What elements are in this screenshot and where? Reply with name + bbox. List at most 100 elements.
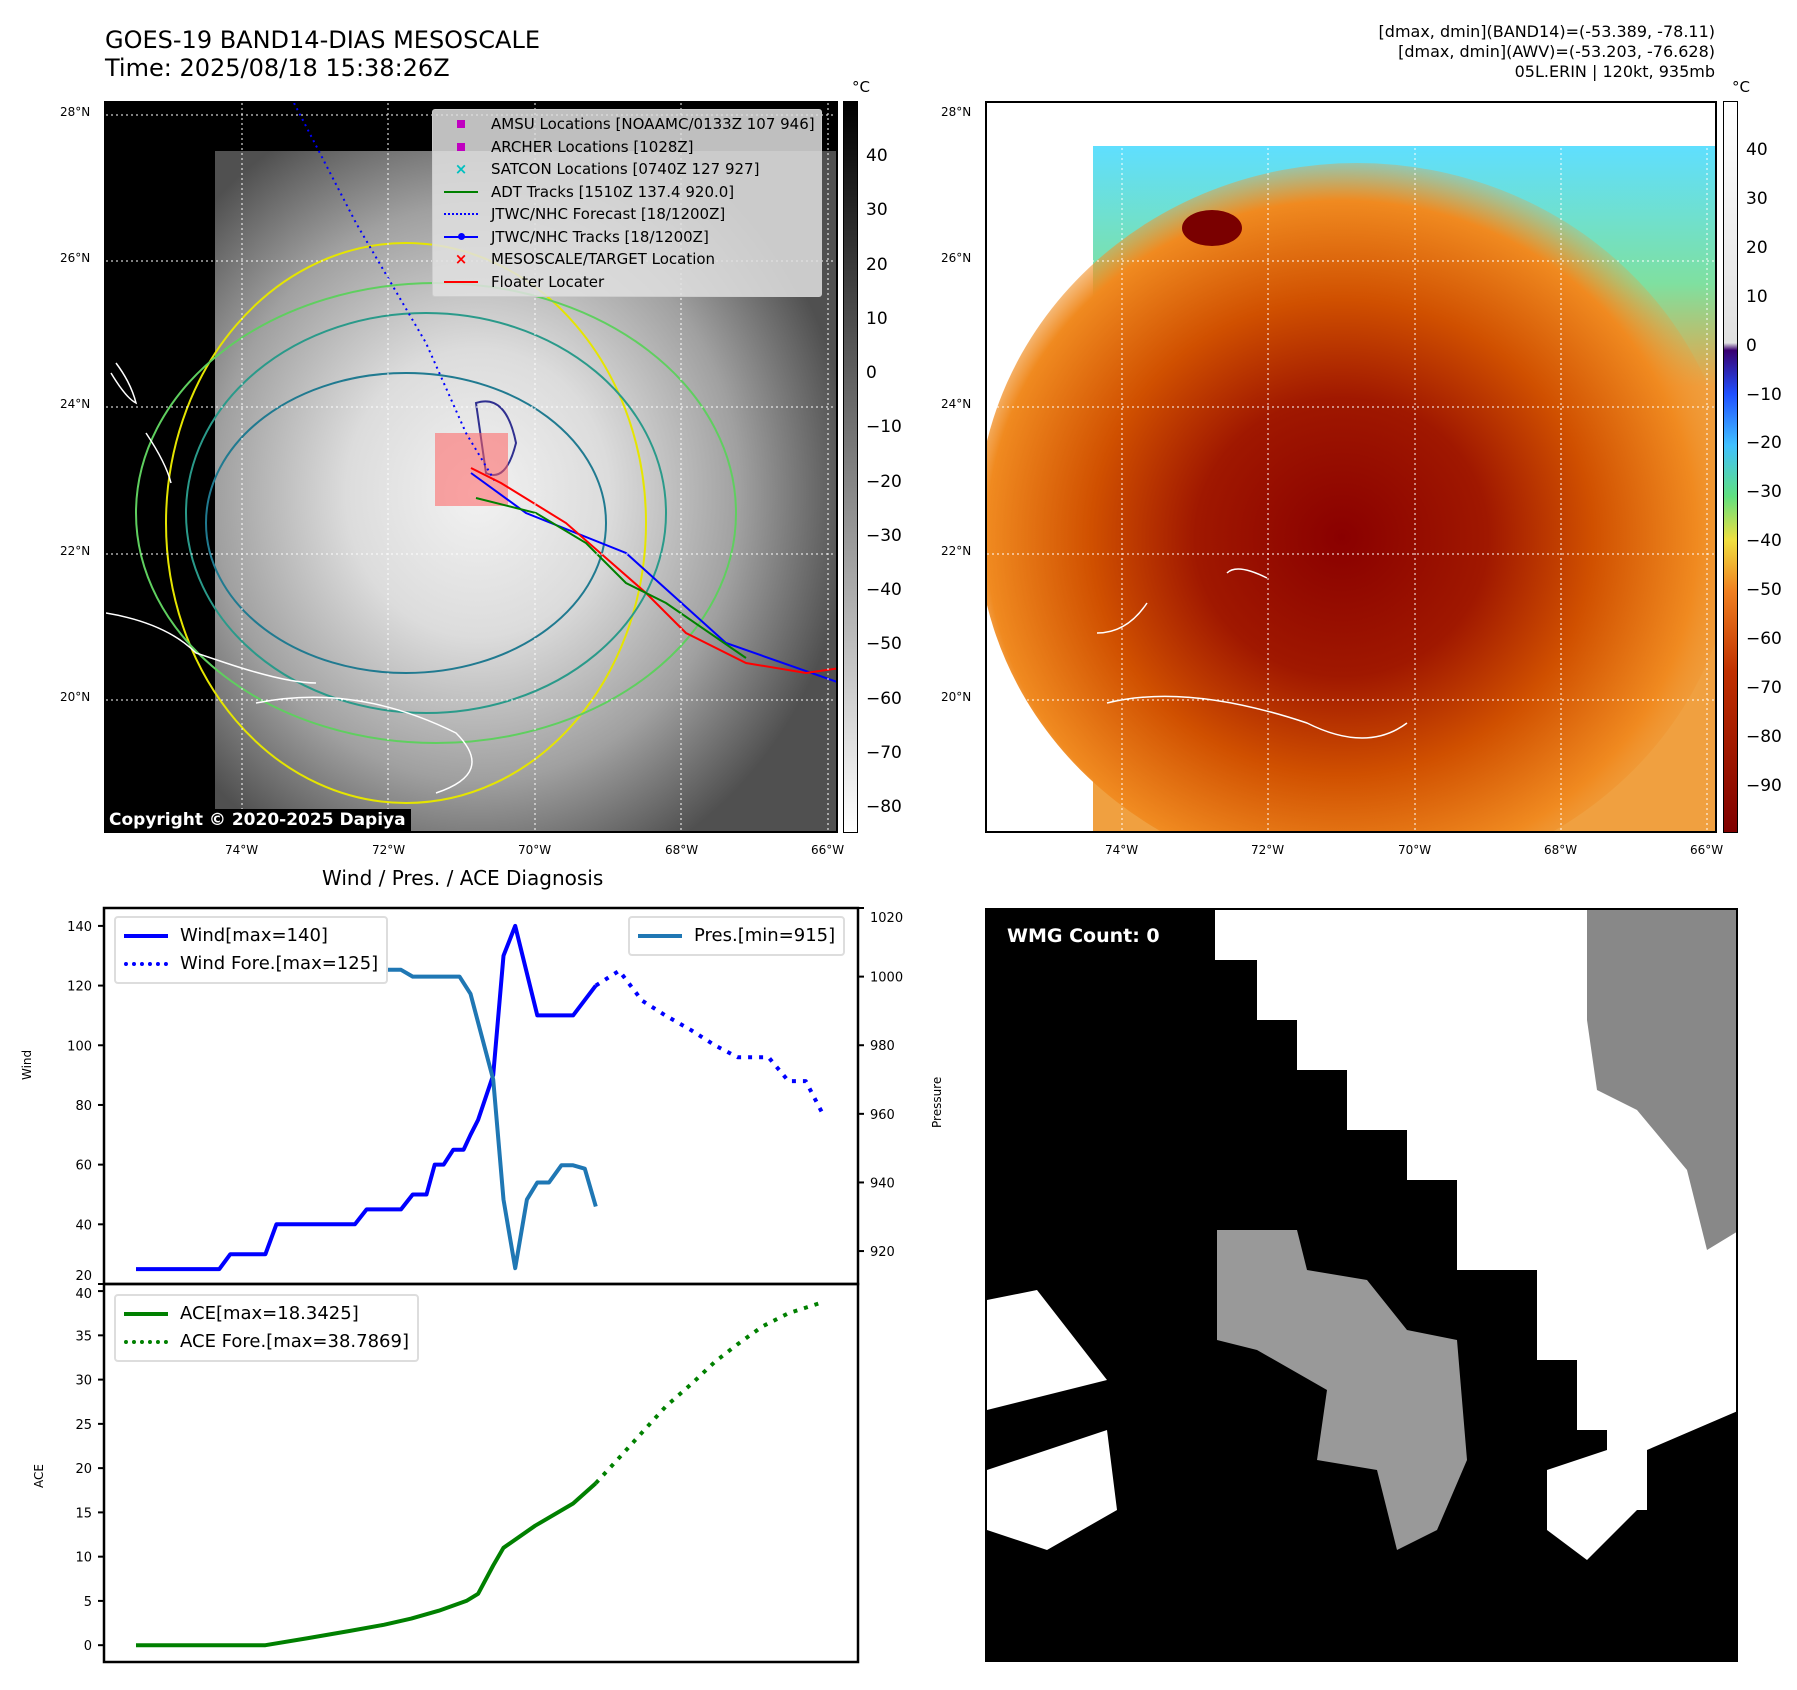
y-tick-label: 15 [75,1506,92,1521]
x-marker-icon: × [454,160,468,178]
y-tick-label: 10 [75,1551,92,1566]
colorbar-tick: 0 [1746,335,1757,356]
y-tick-label: 40 [75,1287,92,1302]
ace-legend: ACE[max=18.3425] ACE Fore.[max=38.7869] [114,1294,419,1362]
wmg-panel [985,908,1738,1662]
colorbar-tick: 20 [866,254,888,275]
lat-label: 20°N [60,690,91,704]
lat-label: 26°N [941,251,972,265]
colorbar-tick: 40 [866,146,888,166]
copyright-label: Copyright © 2020-2025 Dapiya [104,809,411,831]
y-tick-label: 20 [75,1462,92,1477]
storm-summary: 05L.ERIN | 120kt, 935mb [1514,62,1715,81]
colorbar-tick: −70 [866,742,902,763]
legend-item-mesoscale: × MESOSCALE/TARGET Location [439,248,815,271]
y2-tick-label: 960 [870,1108,895,1123]
colorbar-left [843,101,858,833]
legend-item-adt: ADT Tracks [1510Z 137.4 920.0] [439,181,815,204]
colorbar-tick: −80 [866,797,902,817]
dotted-line-icon [124,1340,168,1344]
square-marker-icon [439,120,483,129]
solid-line-icon [439,190,483,193]
lat-label: 28°N [60,105,91,119]
lat-label: 24°N [60,397,91,411]
colorbar-tick: −50 [866,634,902,655]
y2-tick-label: 1020 [870,911,903,926]
wind-legend: Wind[max=140] Wind Fore.[max=125] [114,916,389,984]
solid-line-icon [124,1312,168,1316]
map-legend: AMSU Locations [NOAAMC/0133Z 107 946] AR… [432,109,822,297]
title-product: GOES-19 BAND14-DIAS MESOSCALE [105,26,541,54]
storm-info: [dmax, dmin](BAND14)=(-53.389, -78.11) [… [1379,22,1715,82]
colorbar-tick: −20 [1746,433,1782,454]
wmg-image [987,910,1736,1660]
colorbar-right-unit: °C [1732,78,1750,96]
colorbar-tick: −70 [1746,677,1782,698]
legend-pressure: Pres.[min=915] [638,922,835,950]
y-tick-label: 60 [75,1159,92,1174]
lon-label: 74°W [225,843,259,857]
legend-ace-forecast: ACE Fore.[max=38.7869] [124,1328,409,1356]
lon-label: 68°W [665,843,699,857]
solid-line-icon [638,934,682,938]
colorbar-tick: 10 [866,308,888,329]
x-marker-icon: × [454,250,468,268]
colorbar-right [1723,101,1738,833]
ace-chart-frame [102,1282,860,1664]
y-tick-label: 0 [84,1639,92,1654]
diagnosis-title: Wind / Pres. / ACE Diagnosis [322,866,604,890]
lat-label: 22°N [941,544,972,558]
series-windline [136,923,598,1272]
colorbar-tick: −40 [1746,531,1782,552]
pressure-axis-label: Pressure [930,1076,944,1128]
colorbar-left-unit: °C [852,78,870,96]
solid-line-icon [124,934,168,938]
pressure-legend: Pres.[min=915] [628,916,846,956]
band14-range: [dmax, dmin](BAND14)=(-53.389, -78.11) [1378,22,1715,41]
y-tick-label: 100 [67,1039,92,1054]
lat-label: 28°N [941,105,972,119]
ir-color-image [987,103,1715,831]
legend-item-tracks: JTWC/NHC Tracks [18/1200Z] [439,226,815,249]
colorbar-tick: 10 [1746,286,1768,307]
series-ace-fore-line [594,1299,825,1485]
colorbar-tick: −60 [866,688,902,709]
lat-label: 20°N [941,690,972,704]
wind-axis-label: Wind [20,1049,34,1080]
lon-label: 72°W [1251,843,1285,857]
y-tick-label: 30 [75,1374,92,1389]
legend-wind: Wind[max=140] [124,922,378,950]
colorbar-tick: −80 [1746,726,1782,747]
colorbar-tick: −60 [1746,629,1782,649]
colorbar-tick: −90 [1746,775,1782,796]
lat-label: 26°N [60,251,91,265]
colorbar-tick: 30 [1746,188,1768,209]
lat-label: 22°N [60,544,91,558]
colorbar-tick: −50 [1746,580,1782,601]
y2-tick-label: 920 [870,1245,895,1260]
lat-label: 24°N [941,397,972,411]
colorbar-tick: −30 [866,525,902,546]
lon-label: 70°W [1398,843,1432,857]
y2-tick-label: 980 [870,1039,895,1054]
colorbar-tick: −30 [1746,482,1782,503]
figure-title: GOES-19 BAND14-DIAS MESOSCALE Time: 2025… [105,26,540,82]
legend-item-amsu: AMSU Locations [NOAAMC/0133Z 107 946] [439,113,815,136]
title-time: Time: 2025/08/18 15:38:26Z [105,54,450,82]
ace-axis-label: ACE [32,1464,46,1488]
y2-tick-label: 1000 [870,971,903,986]
y-tick-label: 140 [67,920,92,935]
colorbar-tick: 30 [866,200,888,221]
colorbar-tick: 0 [866,363,877,383]
lon-label: 74°W [1105,843,1139,857]
lon-label: 68°W [1544,843,1578,857]
solid-line-icon [439,280,483,283]
y-tick-label: 40 [75,1218,92,1233]
dotted-line-icon [439,213,483,216]
legend-wind-forecast: Wind Fore.[max=125] [124,950,378,978]
colorbar-tick: 20 [1746,237,1768,258]
series-aceline [136,1481,598,1648]
y-tick-label: 20 [75,1269,92,1284]
y-tick-label: 80 [75,1099,92,1114]
